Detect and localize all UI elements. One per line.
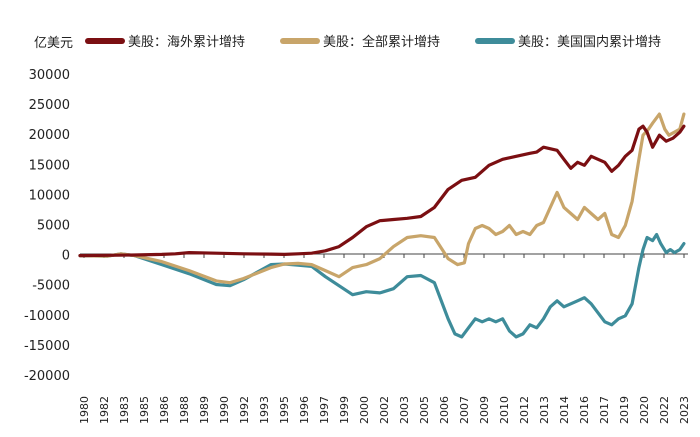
x-tick-label: 2000 (358, 396, 371, 424)
x-tick-label: 1982 (98, 396, 111, 424)
x-tick-label: 2012 (518, 396, 531, 424)
x-tick-label: 1995 (278, 396, 291, 424)
series-group (78, 112, 686, 339)
y-tick-label: 10000 (29, 188, 70, 203)
x-tick-label: 2020 (638, 396, 651, 424)
legend-label-1: 美股：全部累计增持 (323, 34, 440, 50)
y-tick-label: -5000 (32, 279, 70, 294)
y-tick-label: 15000 (29, 158, 70, 173)
x-tick-label: 2007 (458, 396, 471, 424)
x-tick-label: 2016 (578, 396, 591, 424)
x-tick-label: 2014 (558, 396, 571, 424)
legend-label-0: 美股：海外累计增持 (128, 35, 245, 50)
legend-label-2: 美股：美国国内累计增持 (518, 34, 661, 50)
x-tick-label: 2002 (378, 396, 391, 424)
x-tick-label: 1996 (298, 396, 311, 424)
x-tick-label: 2006 (438, 396, 451, 424)
legend: 美股：海外累计增持 美股：全部累计增持 美股：美国国内累计增持 (85, 34, 661, 50)
x-tick-label: 2005 (418, 396, 431, 424)
x-tick-label: 1985 (138, 396, 151, 424)
x-tick-label: 2013 (538, 396, 551, 424)
x-tick-label: 2022 (658, 396, 671, 424)
x-tick-label: 2003 (398, 396, 411, 424)
x-tick-label: 1988 (178, 396, 191, 424)
x-tick-label: 2010 (498, 396, 511, 424)
x-tick-label: 1986 (158, 396, 171, 424)
y-tick-label: 25000 (29, 98, 70, 113)
x-tick-label: 2017 (598, 396, 611, 424)
y-axis-unit-label: 亿美元 (34, 36, 73, 51)
x-tick-label: 1983 (118, 396, 131, 424)
x-tick-label: 1999 (338, 396, 351, 424)
series-line-0 (78, 124, 686, 258)
x-tick-label: 1997 (318, 396, 331, 424)
x-tick-label: 2009 (478, 396, 491, 424)
y-tick-label: 5000 (37, 219, 70, 234)
x-tick-label: 1990 (218, 396, 231, 424)
y-tick-label: -20000 (24, 369, 70, 384)
series-line-2 (78, 232, 686, 339)
x-tick-label: 1989 (198, 396, 211, 424)
y-axis: -20000 -15000 -10000 -5000 0 5000 10000 15000 20… (24, 68, 70, 384)
y-tick-label: 0 (62, 249, 70, 264)
y-tick-label: 30000 (29, 68, 70, 83)
x-tick-label: 2023 (678, 396, 691, 424)
x-tick-label: 1980 (78, 396, 91, 424)
y-tick-label: -10000 (24, 309, 70, 324)
x-tick-label: 1993 (258, 396, 271, 424)
x-axis: 1980 1982 1983 1985 1986 1988 1989 1990 1992 1993… (78, 253, 691, 424)
y-tick-label: 20000 (29, 128, 70, 143)
x-tick-label: 1992 (238, 396, 251, 424)
y-tick-label: -15000 (24, 339, 70, 354)
x-tick-label: 2019 (618, 396, 631, 424)
series-line-1 (78, 112, 686, 285)
